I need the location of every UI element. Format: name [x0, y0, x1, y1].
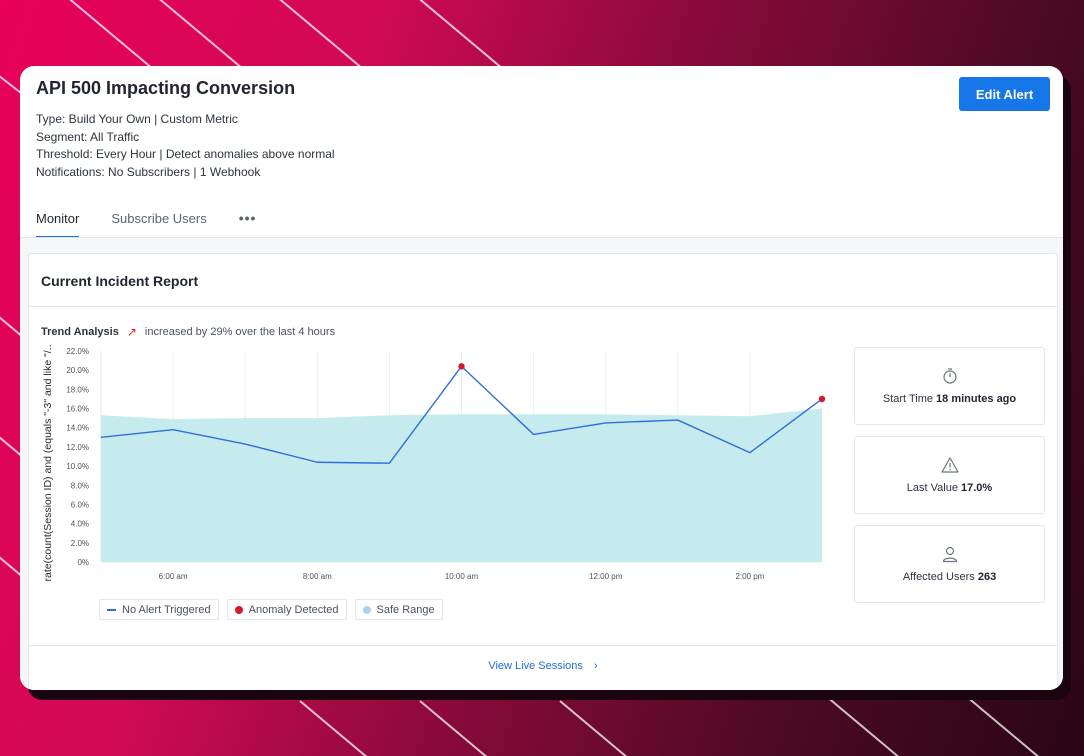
y-tick-label: 0%: [77, 558, 89, 567]
y-tick-label: 14.0%: [66, 424, 89, 433]
warning-icon: [940, 457, 959, 473]
y-tick-label: 10.0%: [66, 462, 89, 471]
tab-divider: [20, 237, 1063, 238]
alert-segment: Segment: All Traffic: [36, 129, 140, 144]
x-tick-label: 2:00 pm: [735, 572, 764, 581]
chart-legend: No Alert Triggered Anomaly Detected Safe…: [99, 599, 451, 620]
incident-report-panel: Current Incident Report Trend Analysis ↗…: [28, 253, 1058, 690]
x-tick-label: 10:00 am: [445, 572, 479, 581]
y-tick-label: 2.0%: [71, 539, 89, 548]
stat-affected-users-value: 263: [977, 571, 997, 583]
stat-start-time-text: Start Time 18 minutes ago: [883, 393, 1016, 405]
y-axis-label: rate(count(Session ID) and (equals "-3" …: [42, 344, 54, 581]
view-live-sessions-link[interactable]: View Live Sessions ›: [29, 660, 1057, 672]
view-live-sessions-label: View Live Sessions: [488, 660, 583, 672]
panel-divider: [29, 306, 1057, 307]
stat-start-time-value: 18 minutes ago: [936, 393, 1017, 405]
x-tick-label: 12:00 pm: [589, 572, 623, 581]
legend-anomaly-swatch: [234, 605, 243, 614]
trend-up-icon: ↗: [126, 325, 137, 339]
y-tick-label: 12.0%: [66, 443, 89, 452]
anomaly-point: [458, 363, 465, 370]
alert-threshold: Threshold: Every Hour | Detect anomalies…: [36, 147, 335, 161]
trend-analysis-label: Trend Analysis: [41, 326, 119, 338]
alert-title: API 500 Impacting Conversion: [36, 78, 296, 98]
alert-card: API 500 Impacting Conversion Type: Build…: [20, 66, 1063, 690]
legend-safe-range-label: Safe Range: [376, 603, 435, 616]
edit-alert-button[interactable]: Edit Alert: [959, 77, 1050, 111]
stat-last-value-value: 17.0%: [961, 482, 993, 494]
legend-no-alert[interactable]: No Alert Triggered: [99, 599, 219, 620]
stat-affected-users: Affected Users 263: [854, 525, 1045, 603]
x-tick-label: 6:00 am: [159, 572, 188, 581]
trend-analysis: Trend Analysis ↗ increased by 29% over t…: [41, 325, 335, 339]
alert-type: Type: Build Your Own | Custom Metric: [36, 112, 238, 126]
safe-range-area: [101, 408, 822, 562]
y-tick-label: 16.0%: [66, 405, 89, 414]
y-tick-label: 22.0%: [66, 347, 89, 356]
alert-header: API 500 Impacting Conversion Type: Build…: [36, 78, 335, 181]
tab-monitor[interactable]: Monitor: [36, 210, 80, 238]
footer-divider: [29, 645, 1057, 646]
alert-notifications: Notifications: No Subscribers | 1 Webhoo…: [36, 164, 261, 179]
stat-last-value-label: Last Value: [906, 482, 958, 494]
tab-bar: Monitor Subscribe Users •••: [36, 210, 256, 238]
legend-anomaly[interactable]: Anomaly Detected: [226, 599, 347, 620]
y-tick-label: 4.0%: [71, 520, 89, 529]
stat-affected-users-label: Affected Users: [902, 571, 975, 583]
more-options-icon[interactable]: •••: [238, 210, 257, 226]
y-tick-label: 6.0%: [71, 500, 89, 509]
stat-last-value: Last Value 17.0%: [854, 436, 1045, 514]
y-tick-label: 8.0%: [71, 481, 89, 490]
incident-report-title: Current Incident Report: [41, 273, 199, 289]
chevron-right-icon: ›: [593, 660, 598, 672]
y-tick-label: 20.0%: [66, 366, 89, 375]
legend-anomaly-label: Anomaly Detected: [248, 603, 339, 616]
x-tick-label: 8:00 am: [303, 572, 332, 581]
tab-subscribe-users[interactable]: Subscribe Users: [111, 211, 207, 226]
stat-start-time-label: Start Time: [882, 393, 933, 405]
y-tick-label: 18.0%: [66, 385, 89, 394]
stopwatch-icon: [942, 368, 957, 384]
trend-analysis-text: increased by 29% over the last 4 hours: [144, 326, 336, 338]
stat-last-value-text: Last Value 17.0%: [907, 482, 992, 494]
stat-start-time: Start Time 18 minutes ago: [854, 347, 1045, 425]
stat-affected-users-text: Affected Users 263: [903, 571, 996, 583]
legend-range-swatch: [362, 605, 371, 614]
legend-line-swatch: [107, 608, 116, 611]
anomaly-point: [818, 395, 826, 403]
user-icon: [942, 546, 957, 563]
legend-no-alert-label: No Alert Triggered: [122, 603, 211, 616]
trend-chart: 0% 2.0% 4.0% 6.0% 8.0% 10.0% 12.0% 14.0% 16.0% 18…: [42, 344, 826, 581]
legend-safe-range[interactable]: Safe Range: [354, 599, 443, 620]
monitor-section: Current Incident Report Trend Analysis ↗…: [20, 238, 1063, 690]
